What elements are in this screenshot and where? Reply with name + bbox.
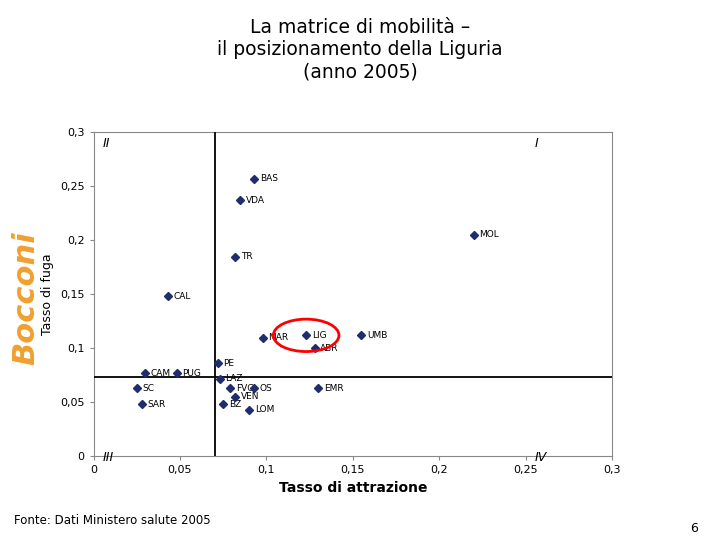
Text: VEN: VEN bbox=[241, 393, 259, 401]
Text: CAL: CAL bbox=[174, 292, 191, 301]
Text: 6: 6 bbox=[690, 522, 698, 535]
Text: UMB: UMB bbox=[367, 331, 387, 340]
Text: TR: TR bbox=[241, 252, 253, 261]
Text: FVG: FVG bbox=[235, 384, 254, 393]
Text: OS: OS bbox=[260, 384, 273, 393]
Text: MOL: MOL bbox=[480, 231, 499, 239]
Text: CAM: CAM bbox=[151, 369, 171, 377]
Y-axis label: Tasso di fuga: Tasso di fuga bbox=[41, 253, 55, 335]
Text: PUG: PUG bbox=[182, 369, 201, 377]
Text: IV: IV bbox=[534, 451, 546, 464]
Text: SAR: SAR bbox=[148, 400, 166, 409]
Text: LIG: LIG bbox=[312, 331, 326, 340]
Text: II: II bbox=[102, 137, 109, 150]
Text: III: III bbox=[102, 451, 114, 464]
X-axis label: Tasso di attrazione: Tasso di attrazione bbox=[279, 481, 427, 495]
Text: PE: PE bbox=[224, 359, 235, 368]
Text: LAZ: LAZ bbox=[225, 374, 243, 383]
Text: La matrice di mobilità –
il posizionamento della Liguria
(anno 2005): La matrice di mobilità – il posizionamen… bbox=[217, 18, 503, 82]
Text: MAR: MAR bbox=[269, 333, 289, 342]
Text: EMR: EMR bbox=[324, 384, 343, 393]
Text: SC: SC bbox=[143, 384, 154, 393]
Text: LOM: LOM bbox=[255, 406, 274, 414]
Text: Bocconi: Bocconi bbox=[12, 231, 40, 365]
Text: VDA: VDA bbox=[246, 196, 265, 205]
Text: BAS: BAS bbox=[260, 174, 278, 183]
Text: ABR: ABR bbox=[320, 344, 339, 353]
Text: BZ: BZ bbox=[229, 400, 241, 409]
Text: I: I bbox=[534, 137, 538, 150]
Text: Fonte: Dati Ministero salute 2005: Fonte: Dati Ministero salute 2005 bbox=[14, 514, 211, 526]
